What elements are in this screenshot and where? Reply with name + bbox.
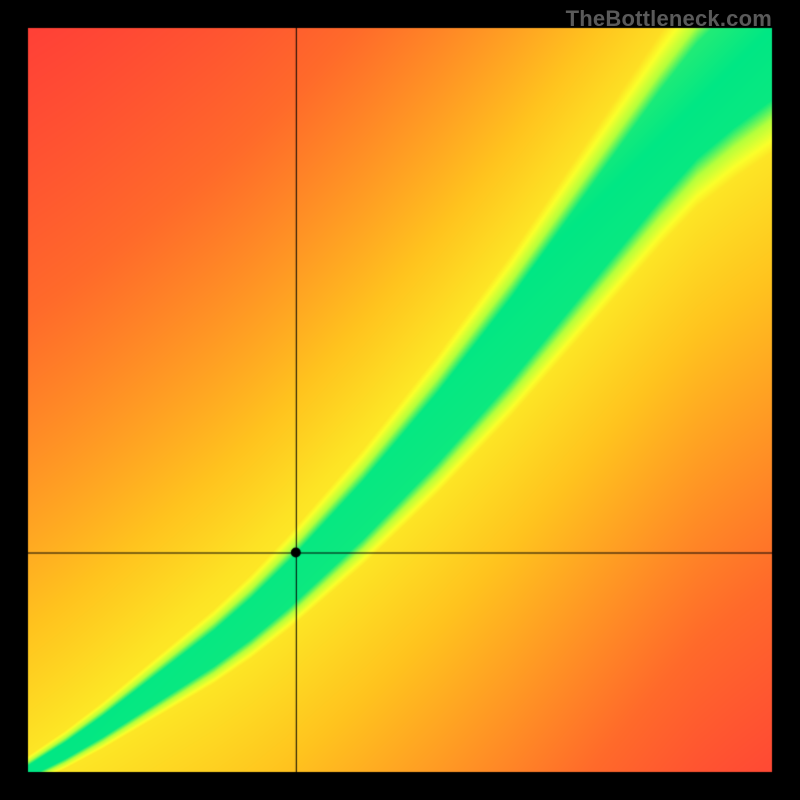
watermark-text: TheBottleneck.com bbox=[566, 6, 772, 32]
chart-container: TheBottleneck.com bbox=[0, 0, 800, 800]
bottleneck-heatmap-canvas bbox=[0, 0, 800, 800]
